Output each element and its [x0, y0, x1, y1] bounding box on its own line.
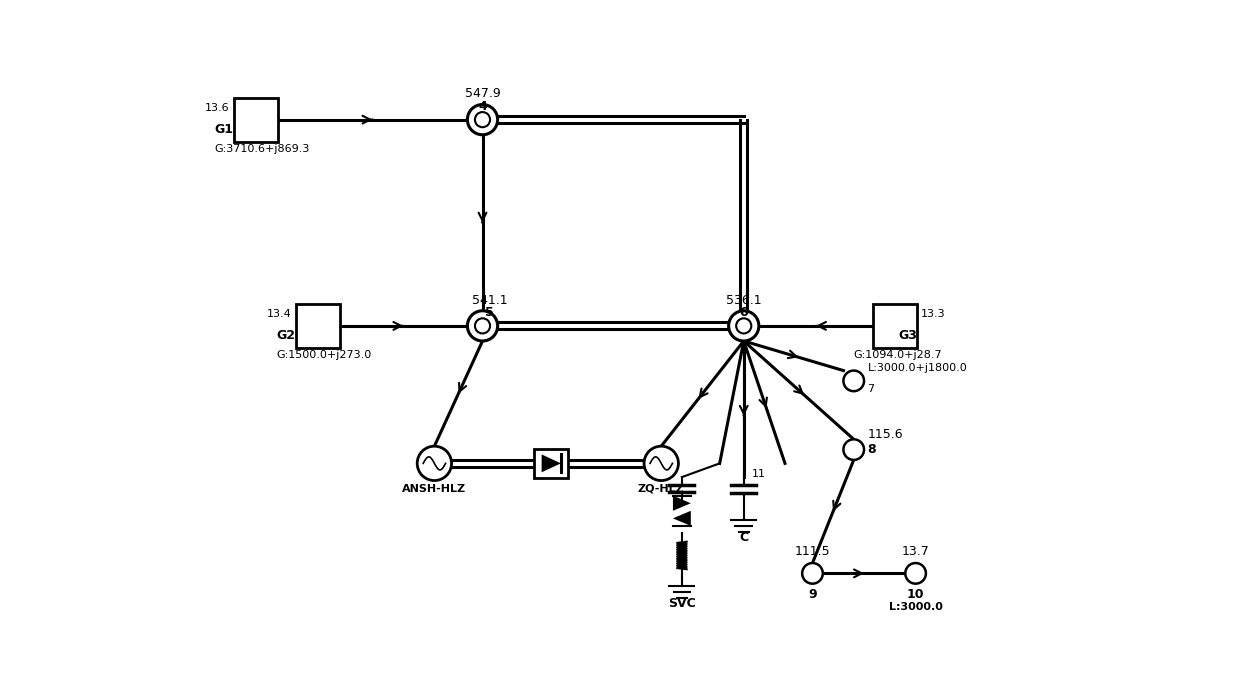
- Text: ANSH-HLZ: ANSH-HLZ: [402, 484, 466, 494]
- Circle shape: [467, 105, 497, 134]
- Circle shape: [843, 439, 864, 460]
- Circle shape: [417, 446, 451, 480]
- Polygon shape: [673, 511, 691, 526]
- Circle shape: [729, 310, 759, 341]
- Text: SVC: SVC: [668, 597, 696, 610]
- Circle shape: [644, 446, 678, 480]
- Bar: [233, 98, 278, 141]
- Circle shape: [467, 310, 497, 341]
- Text: G3: G3: [899, 329, 918, 342]
- Text: 7: 7: [868, 385, 874, 394]
- Circle shape: [905, 563, 926, 584]
- Text: C: C: [739, 531, 748, 544]
- Bar: [295, 304, 340, 348]
- Text: L:3000.0: L:3000.0: [889, 602, 942, 612]
- Text: 11: 11: [751, 468, 766, 479]
- Text: G:1094.0+j28.7: G:1094.0+j28.7: [853, 350, 942, 360]
- Text: 547.9: 547.9: [465, 87, 501, 100]
- Text: 6: 6: [739, 306, 748, 319]
- Bar: [534, 449, 568, 477]
- Text: 13.3: 13.3: [921, 309, 946, 319]
- Text: 9: 9: [808, 588, 817, 602]
- Polygon shape: [542, 455, 560, 473]
- Polygon shape: [673, 495, 691, 511]
- Circle shape: [802, 563, 823, 584]
- Circle shape: [737, 318, 751, 333]
- Text: G:3710.6+j869.3: G:3710.6+j869.3: [215, 143, 310, 154]
- Text: 8: 8: [868, 443, 877, 456]
- Text: 13.4: 13.4: [267, 309, 291, 319]
- Text: 4: 4: [479, 100, 487, 113]
- Text: 111.5: 111.5: [795, 545, 831, 559]
- Bar: [873, 304, 916, 348]
- Text: G1: G1: [215, 123, 233, 136]
- Circle shape: [475, 318, 490, 333]
- Text: 5: 5: [485, 306, 494, 319]
- Circle shape: [843, 371, 864, 391]
- Circle shape: [475, 112, 490, 128]
- Text: 10: 10: [906, 588, 924, 602]
- Text: 13.6: 13.6: [205, 103, 229, 113]
- Text: L:3000.0+j1800.0: L:3000.0+j1800.0: [868, 362, 967, 373]
- Text: G:1500.0+j273.0: G:1500.0+j273.0: [277, 350, 372, 360]
- Text: 536.1: 536.1: [725, 294, 761, 306]
- Text: G2: G2: [277, 329, 295, 342]
- Text: 13.7: 13.7: [901, 545, 930, 559]
- Text: 541.1: 541.1: [471, 294, 507, 306]
- Text: 115.6: 115.6: [868, 428, 903, 441]
- Text: ZQ-HLZ: ZQ-HLZ: [637, 484, 684, 494]
